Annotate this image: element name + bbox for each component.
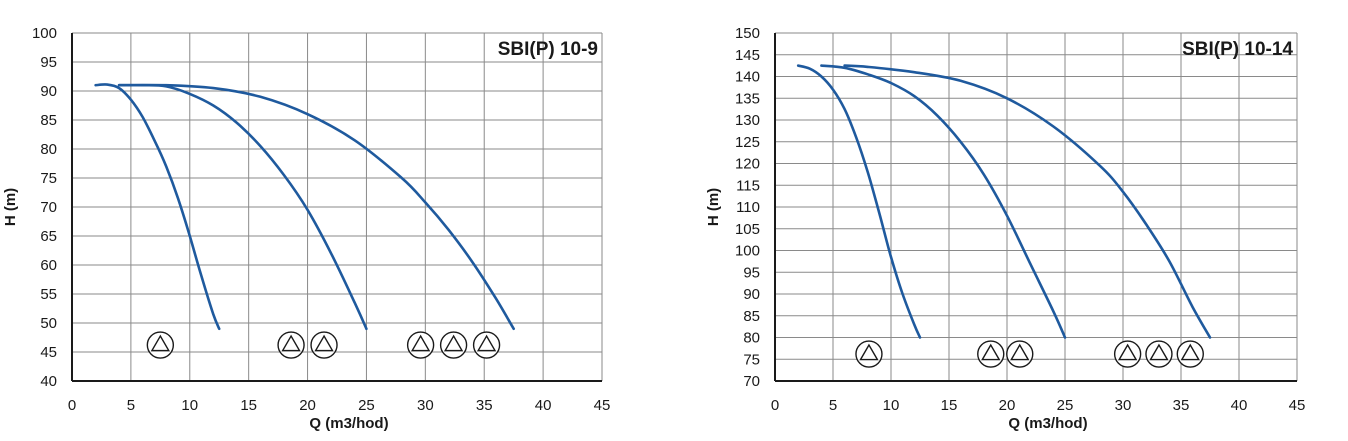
y-tick-label: 50	[40, 315, 57, 332]
x-tick-label: 40	[535, 397, 552, 414]
chart-sbi-10-14: 0 5 10 15 20 25 30 35 40 45 70 75 80 85 90 95 100 105 110 1…	[705, 25, 1305, 432]
pump-curve-1	[94, 83, 221, 331]
chart-sbi-10-9: 0 5 10 15 20 25 30 35 40 45 40 45 50 55 60 65 70 75 80 85 90…	[2, 25, 610, 432]
y-tick-label: 75	[40, 170, 57, 187]
x-tick-label: 15	[240, 397, 257, 414]
y-tick-label: 80	[743, 330, 760, 347]
curves	[94, 83, 515, 331]
y-tick-label: 100	[735, 243, 760, 260]
pump-symbols	[146, 331, 501, 359]
axes	[774, 33, 1297, 382]
x-tick-label: 5	[127, 397, 135, 414]
x-tick-label: 30	[1115, 397, 1132, 414]
y-tick-label: 70	[743, 373, 760, 390]
y-tick-label: 85	[40, 112, 57, 129]
pump-curve-1	[796, 64, 922, 339]
y-tick-label: 95	[743, 264, 760, 281]
y-axis-label: H (m)	[2, 188, 19, 226]
y-axis-label: H (m)	[705, 188, 722, 226]
triangle-in-circle-icon	[406, 331, 435, 359]
y-tick-label: 90	[743, 286, 760, 303]
triangle-in-circle-icon	[1176, 340, 1204, 368]
axes	[71, 33, 602, 382]
y-tick-label: 115	[736, 177, 760, 194]
triangle-in-circle-icon	[146, 331, 175, 359]
x-axis-label: Q (m3/hod)	[1008, 415, 1087, 432]
pump-symbols	[855, 340, 1204, 368]
x-tick-label: 20	[999, 397, 1016, 414]
y-tick-label: 140	[735, 69, 760, 86]
x-tick-label: 15	[941, 397, 958, 414]
x-tick-label: 40	[1231, 397, 1248, 414]
chart-title: SBI(P) 10-9	[498, 39, 598, 60]
triangle-in-circle-icon	[310, 331, 338, 359]
x-tick-label: 10	[883, 397, 900, 414]
y-tick-label: 75	[743, 351, 760, 368]
y-tick-label: 125	[735, 134, 760, 151]
triangle-in-circle-icon	[1113, 340, 1142, 368]
x-tick-label: 25	[358, 397, 375, 414]
x-tick-label: 30	[417, 397, 434, 414]
x-tick-label: 0	[771, 397, 779, 414]
y-tick-label: 130	[735, 112, 760, 129]
x-axis-label: Q (m3/hod)	[309, 415, 388, 432]
pump-curve-2	[820, 64, 1067, 339]
y-tick-label: 45	[40, 344, 57, 361]
x-tick-label: 20	[299, 397, 316, 414]
chart-title: SBI(P) 10-14	[1182, 39, 1293, 60]
y-tick-label: 120	[735, 156, 760, 173]
y-tick-label: 55	[40, 286, 57, 303]
y-tick-label: 105	[735, 221, 760, 238]
tick-labels: 0 5 10 15 20 25 30 35 40 45 70 75 80 85 90 95 100 105 110 1…	[735, 25, 1305, 414]
y-tick-label: 60	[40, 257, 57, 274]
y-tick-label: 85	[743, 308, 760, 325]
x-tick-label: 35	[476, 397, 493, 414]
x-tick-label: 45	[1289, 397, 1306, 414]
pump-curve-3	[117, 83, 515, 331]
x-tick-label: 5	[829, 397, 837, 414]
y-tick-label: 65	[40, 228, 57, 245]
curves	[796, 64, 1212, 339]
tick-labels: 0 5 10 15 20 25 30 35 40 45 40 45 50 55 60 65 70 75 80 85 90…	[32, 25, 610, 414]
triangle-in-circle-icon	[472, 331, 501, 359]
y-tick-label: 70	[40, 199, 57, 216]
x-tick-label: 25	[1057, 397, 1074, 414]
y-tick-label: 110	[736, 199, 760, 216]
triangle-in-circle-icon	[439, 331, 468, 359]
triangle-in-circle-icon	[1006, 340, 1034, 368]
x-tick-label: 10	[181, 397, 198, 414]
x-tick-label: 35	[1173, 397, 1190, 414]
x-tick-label: 0	[68, 397, 76, 414]
y-tick-label: 95	[40, 54, 57, 71]
x-tick-label: 45	[594, 397, 611, 414]
triangle-in-circle-icon	[277, 331, 305, 359]
pump-curve-3	[843, 64, 1212, 339]
y-tick-label: 145	[735, 47, 760, 64]
y-tick-label: 40	[40, 373, 57, 390]
grid-lines	[775, 32, 1298, 381]
triangle-in-circle-icon	[977, 340, 1005, 368]
y-tick-label: 135	[735, 90, 760, 107]
y-tick-label: 100	[32, 25, 57, 42]
y-tick-label: 80	[40, 141, 57, 158]
y-tick-label: 150	[735, 25, 760, 42]
triangle-in-circle-icon	[855, 340, 883, 368]
triangle-in-circle-icon	[1145, 340, 1173, 368]
y-tick-label: 90	[40, 83, 57, 100]
